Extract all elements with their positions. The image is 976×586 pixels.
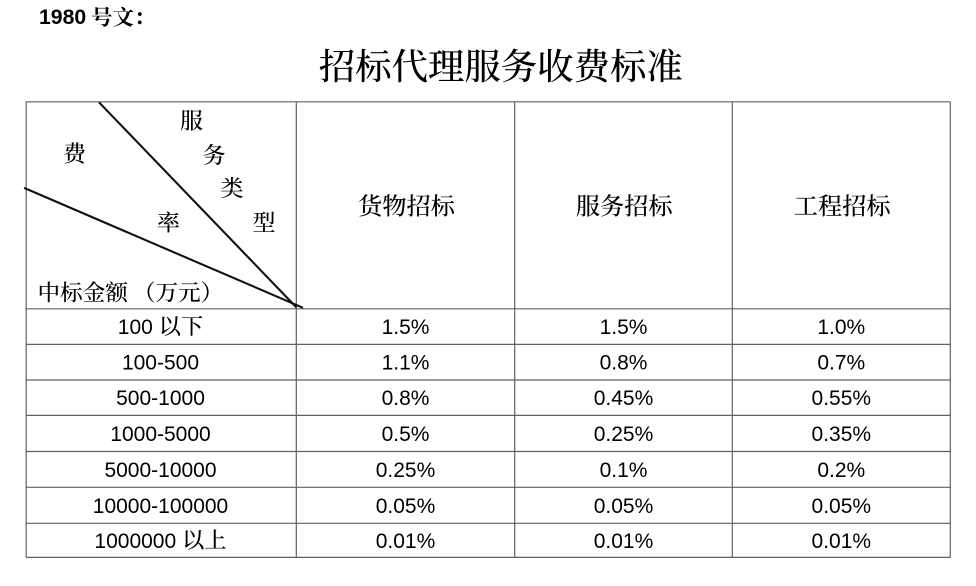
svg-text:1.5%: 1.5% (382, 316, 430, 339)
svg-text:100: 100 (118, 316, 153, 339)
svg-text:1.0%: 1.0% (817, 316, 865, 339)
svg-text:0.35%: 0.35% (812, 423, 872, 446)
svg-text:1980: 1980 (39, 6, 86, 29)
svg-text:0.5%: 0.5% (382, 423, 430, 446)
svg-text:5000-10000: 5000-10000 (104, 459, 216, 482)
svg-text:1000000: 1000000 (94, 530, 176, 553)
svg-text:0.7%: 0.7% (817, 352, 865, 375)
svg-text:1.1%: 1.1% (382, 352, 430, 375)
svg-text:500-1000: 500-1000 (116, 387, 205, 410)
svg-text:0.05%: 0.05% (376, 495, 436, 518)
svg-text:0.25%: 0.25% (376, 459, 436, 482)
svg-text:100-500: 100-500 (122, 352, 199, 375)
svg-text:0.01%: 0.01% (376, 530, 436, 553)
svg-text:0.05%: 0.05% (812, 495, 872, 518)
svg-text:0.8%: 0.8% (382, 387, 430, 410)
svg-text:1000-5000: 1000-5000 (110, 423, 210, 446)
svg-text:0.01%: 0.01% (594, 530, 654, 553)
svg-text:0.55%: 0.55% (812, 387, 872, 410)
svg-text:1.5%: 1.5% (600, 316, 648, 339)
svg-text:0.1%: 0.1% (600, 459, 648, 482)
svg-text:0.05%: 0.05% (594, 495, 654, 518)
svg-text:0.8%: 0.8% (600, 352, 648, 375)
svg-text:0.01%: 0.01% (812, 530, 872, 553)
svg-text:0.25%: 0.25% (594, 423, 654, 446)
svg-text:10000-100000: 10000-100000 (93, 495, 228, 518)
svg-text:0.2%: 0.2% (817, 459, 865, 482)
svg-text:0.45%: 0.45% (594, 387, 654, 410)
